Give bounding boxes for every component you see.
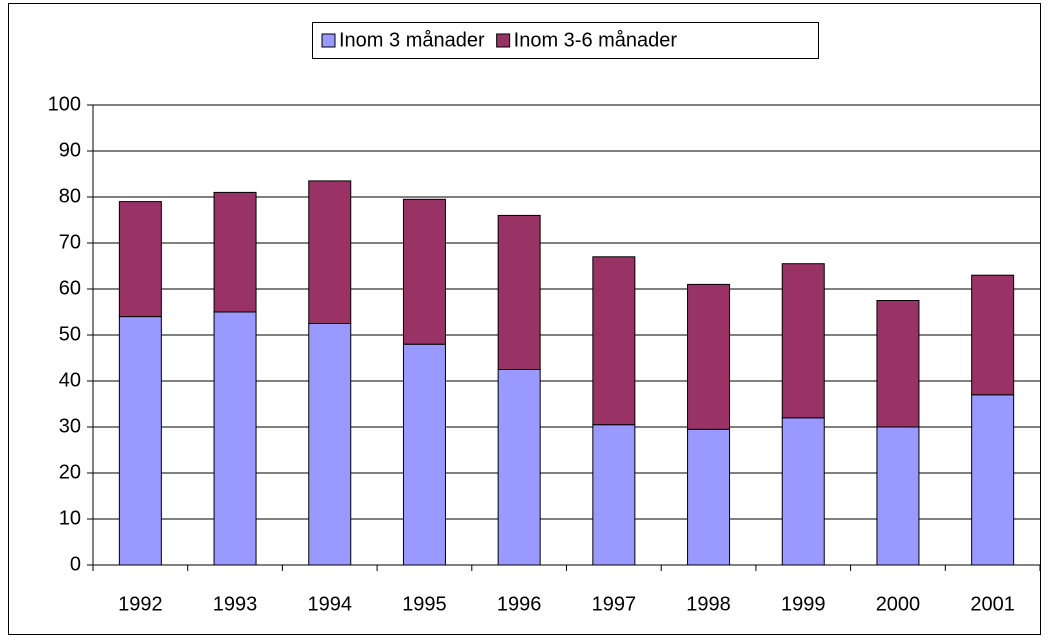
bar bbox=[213, 191, 257, 313]
bar bbox=[402, 343, 446, 566]
bar bbox=[971, 274, 1015, 396]
y-tick-label: 50 bbox=[59, 323, 81, 345]
bar bbox=[118, 201, 162, 318]
bar bbox=[781, 263, 825, 419]
y-tick-label: 20 bbox=[59, 461, 81, 483]
bar bbox=[687, 283, 731, 430]
bar bbox=[876, 300, 920, 428]
bar bbox=[497, 369, 541, 566]
bar bbox=[687, 428, 731, 566]
legend-label: Inom 3 månader bbox=[339, 29, 485, 51]
bar bbox=[308, 180, 352, 324]
y-tick-label: 0 bbox=[70, 553, 81, 575]
x-tick-label: 2001 bbox=[970, 593, 1015, 615]
x-tick-label: 2000 bbox=[876, 593, 921, 615]
legend-box bbox=[312, 22, 819, 59]
x-tick-label: 1995 bbox=[402, 593, 447, 615]
x-tick-label: 1994 bbox=[308, 593, 353, 615]
y-tick-label: 30 bbox=[59, 415, 81, 437]
x-tick-label: 1992 bbox=[118, 593, 163, 615]
x-tick-label: 1996 bbox=[497, 593, 542, 615]
bar bbox=[308, 323, 352, 566]
x-tick-label: 1993 bbox=[213, 593, 258, 615]
bar bbox=[592, 256, 636, 426]
bar bbox=[118, 316, 162, 566]
bar bbox=[402, 198, 446, 345]
x-tick-label: 1997 bbox=[592, 593, 637, 615]
legend-label: Inom 3-6 månader bbox=[514, 29, 678, 51]
bar bbox=[781, 417, 825, 566]
legend-swatch bbox=[496, 33, 511, 48]
bar bbox=[592, 424, 636, 566]
y-tick-label: 100 bbox=[48, 93, 81, 115]
x-tick-label: 1999 bbox=[781, 593, 826, 615]
x-tick-label: 1998 bbox=[686, 593, 731, 615]
bar bbox=[497, 214, 541, 370]
bar bbox=[213, 311, 257, 566]
bar bbox=[876, 426, 920, 566]
bar bbox=[971, 394, 1015, 566]
y-tick-label: 60 bbox=[59, 277, 81, 299]
y-tick-label: 80 bbox=[59, 185, 81, 207]
y-tick-label: 40 bbox=[59, 369, 81, 391]
y-tick-label: 10 bbox=[59, 507, 81, 529]
legend-swatch bbox=[321, 33, 336, 48]
y-tick-label: 70 bbox=[59, 231, 81, 253]
y-tick-label: 90 bbox=[59, 139, 81, 161]
